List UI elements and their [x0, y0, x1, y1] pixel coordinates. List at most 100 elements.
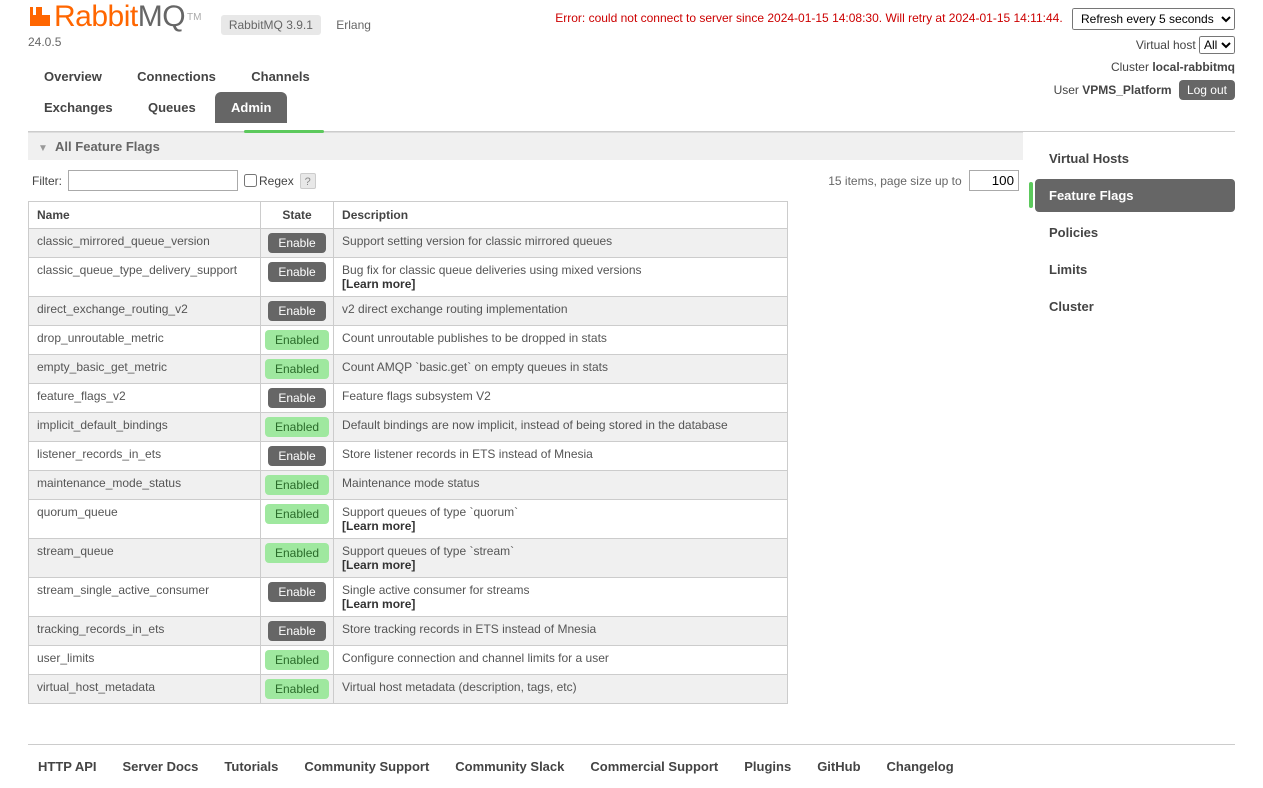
admin-underline — [244, 130, 324, 133]
tab-queues[interactable]: Queues — [132, 92, 212, 123]
enable-button[interactable]: Enable — [268, 262, 325, 282]
tab-channels[interactable]: Channels — [235, 61, 326, 92]
flag-name: stream_single_active_consumer — [29, 578, 261, 617]
regex-checkbox[interactable] — [244, 174, 257, 187]
sidebar-item-policies[interactable]: Policies — [1035, 216, 1235, 249]
flag-state: Enable — [261, 297, 334, 326]
flag-name: implicit_default_bindings — [29, 413, 261, 442]
col-name[interactable]: Name — [29, 202, 261, 229]
table-row: feature_flags_v2EnableFeature flags subs… — [29, 384, 788, 413]
enabled-badge: Enabled — [265, 543, 329, 563]
flag-description: Configure connection and channel limits … — [334, 646, 788, 675]
flag-name: empty_basic_get_metric — [29, 355, 261, 384]
footer-link[interactable]: Changelog — [887, 759, 954, 774]
enabled-badge: Enabled — [265, 417, 329, 437]
flag-state: Enable — [261, 617, 334, 646]
flag-description: Bug fix for classic queue deliveries usi… — [334, 258, 788, 297]
flag-description: Count AMQP `basic.get` on empty queues i… — [334, 355, 788, 384]
flag-state: Enable — [261, 384, 334, 413]
enable-button[interactable]: Enable — [268, 621, 325, 641]
refresh-select[interactable]: Refresh every 5 seconds — [1072, 8, 1235, 30]
footer-link[interactable]: HTTP API — [38, 759, 97, 774]
sidebar-item-feature-flags[interactable]: Feature Flags — [1035, 179, 1235, 212]
flag-state: Enabled — [261, 539, 334, 578]
flag-name: maintenance_mode_status — [29, 471, 261, 500]
flag-description: Store listener records in ETS instead of… — [334, 442, 788, 471]
enable-button[interactable]: Enable — [268, 233, 325, 253]
flag-name: stream_queue — [29, 539, 261, 578]
flag-state: Enable — [261, 229, 334, 258]
enabled-badge: Enabled — [265, 359, 329, 379]
table-row: user_limitsEnabledConfigure connection a… — [29, 646, 788, 675]
filter-label: Filter: — [32, 174, 62, 188]
table-row: maintenance_mode_statusEnabledMaintenanc… — [29, 471, 788, 500]
sidebar-item-virtual-hosts[interactable]: Virtual Hosts — [1035, 142, 1235, 175]
flag-state: Enabled — [261, 675, 334, 704]
flag-state: Enabled — [261, 326, 334, 355]
erlang-version: 24.0.5 — [28, 35, 61, 49]
flag-description: Feature flags subsystem V2 — [334, 384, 788, 413]
enable-button[interactable]: Enable — [268, 582, 325, 602]
enabled-badge: Enabled — [265, 650, 329, 670]
regex-checkbox-label[interactable]: Regex — [244, 174, 294, 188]
footer-link[interactable]: Server Docs — [123, 759, 199, 774]
footer-link[interactable]: Community Support — [304, 759, 429, 774]
enabled-badge: Enabled — [265, 475, 329, 495]
footer-link[interactable]: Community Slack — [455, 759, 564, 774]
tab-exchanges[interactable]: Exchanges — [28, 92, 129, 123]
tab-connections[interactable]: Connections — [121, 61, 232, 92]
help-icon[interactable]: ? — [300, 173, 316, 189]
flag-state: Enabled — [261, 471, 334, 500]
enable-button[interactable]: Enable — [268, 301, 325, 321]
collapse-icon: ▼ — [38, 143, 48, 154]
learn-more-link[interactable]: [Learn more] — [342, 519, 415, 533]
rabbitmq-logo-icon — [28, 5, 52, 29]
learn-more-link[interactable]: [Learn more] — [342, 597, 415, 611]
flag-name: listener_records_in_ets — [29, 442, 261, 471]
flag-description: Support queues of type `quorum`[Learn mo… — [334, 500, 788, 539]
error-message: Error: could not connect to server since… — [555, 11, 1062, 25]
col-state[interactable]: State — [261, 202, 334, 229]
sidebar-item-cluster[interactable]: Cluster — [1035, 290, 1235, 323]
flag-state: Enabled — [261, 355, 334, 384]
footer-link[interactable]: Commercial Support — [590, 759, 718, 774]
table-row: implicit_default_bindingsEnabledDefault … — [29, 413, 788, 442]
learn-more-link[interactable]: [Learn more] — [342, 277, 415, 291]
table-row: quorum_queueEnabledSupport queues of typ… — [29, 500, 788, 539]
col-description[interactable]: Description — [334, 202, 788, 229]
enable-button[interactable]: Enable — [268, 446, 325, 466]
table-row: classic_mirrored_queue_versionEnableSupp… — [29, 229, 788, 258]
items-count-text: 15 items, page size up to — [828, 174, 961, 188]
flag-description: Support setting version for classic mirr… — [334, 229, 788, 258]
cluster-label: Cluster — [1111, 60, 1149, 74]
table-row: listener_records_in_ets Enable Store liste… — [29, 442, 788, 471]
enabled-badge: Enabled — [265, 679, 329, 699]
flag-description: Maintenance mode status — [334, 471, 788, 500]
learn-more-link[interactable]: [Learn more] — [342, 558, 415, 572]
page-size-input[interactable] — [969, 170, 1019, 191]
flag-name: virtual_host_metadata — [29, 675, 261, 704]
filter-input[interactable] — [68, 170, 238, 191]
enable-button[interactable]: Enable — [268, 388, 325, 408]
flag-state: Enabled — [261, 646, 334, 675]
table-row: tracking_records_in_etsEnableStore track… — [29, 617, 788, 646]
flag-name: quorum_queue — [29, 500, 261, 539]
flag-name: classic_queue_type_delivery_support — [29, 258, 261, 297]
flag-description: Support queues of type `stream`[Learn mo… — [334, 539, 788, 578]
flag-state: Enabled — [261, 413, 334, 442]
footer-link[interactable]: GitHub — [817, 759, 860, 774]
version-badge: RabbitMQ 3.9.1 — [221, 15, 321, 35]
flag-description: Default bindings are now implicit, inste… — [334, 413, 788, 442]
vhost-select[interactable]: All — [1199, 36, 1235, 54]
flag-description: Virtual host metadata (description, tags… — [334, 675, 788, 704]
tab-admin[interactable]: Admin — [215, 92, 287, 123]
tab-overview[interactable]: Overview — [28, 61, 118, 92]
table-row: empty_basic_get_metricEnabledCount AMQP … — [29, 355, 788, 384]
flag-name: drop_unroutable_metric — [29, 326, 261, 355]
active-marker — [1029, 182, 1033, 208]
sidebar-item-limits[interactable]: Limits — [1035, 253, 1235, 286]
footer-link[interactable]: Plugins — [744, 759, 791, 774]
table-row: stream_single_active_consumerEnableSingl… — [29, 578, 788, 617]
footer-link[interactable]: Tutorials — [224, 759, 278, 774]
flag-name: tracking_records_in_ets — [29, 617, 261, 646]
